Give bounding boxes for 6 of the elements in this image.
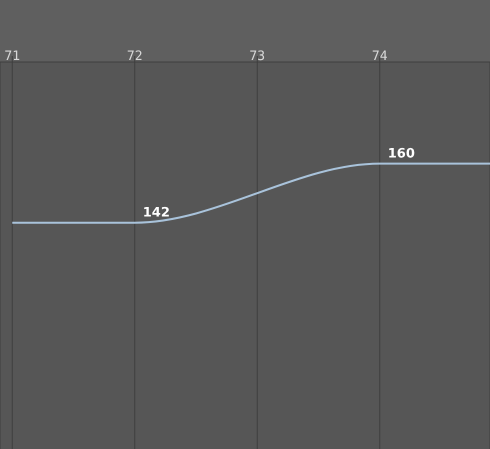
x-tick-label: 74 (372, 49, 388, 64)
x-tick-label: 71 (4, 49, 20, 64)
data-label: 160 (388, 146, 415, 162)
data-label: 142 (142, 206, 170, 221)
x-tick-label: 72 (126, 49, 143, 64)
x-tick-label: 73 (249, 49, 266, 64)
